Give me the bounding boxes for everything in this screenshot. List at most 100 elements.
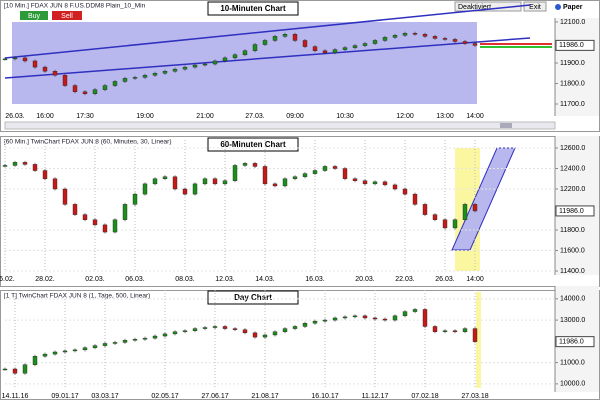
candle — [22, 162, 28, 165]
candle — [282, 34, 288, 37]
order-line — [480, 43, 552, 45]
candle — [212, 326, 218, 328]
last-price-marker — [555, 39, 595, 51]
x-tick-label: 10:30 — [336, 113, 354, 120]
sell-button[interactable] — [52, 11, 82, 20]
candle — [402, 188, 408, 195]
buy-button[interactable] — [20, 11, 48, 20]
candle — [62, 75, 68, 86]
candle — [312, 320, 318, 324]
candle — [162, 176, 168, 179]
candle — [442, 38, 448, 40]
candle — [282, 178, 288, 187]
candle — [472, 43, 478, 46]
candle — [352, 315, 358, 318]
candle — [312, 170, 318, 174]
chart-header: [60 Min.] TwinChart FDAX JUN 8 (60, Minu… — [4, 139, 172, 146]
x-tick-label: 14:00 — [466, 276, 484, 283]
x-tick-label: 14.03. — [255, 276, 275, 283]
candle — [292, 34, 298, 41]
sell-label[interactable]: Sell — [61, 13, 73, 20]
y-tick-label: 12600.0 — [560, 145, 585, 152]
x-tick-label: 19:00 — [136, 113, 154, 120]
candle — [132, 339, 138, 341]
candle — [392, 35, 398, 38]
exit-button[interactable] — [523, 1, 547, 12]
x-tick-label: 20.03. — [355, 276, 375, 283]
y-tick-label: 11700.0 — [560, 101, 585, 108]
candle — [132, 193, 138, 205]
candle — [332, 166, 338, 169]
candle — [212, 178, 218, 185]
candle — [362, 43, 368, 46]
x-tick-label: 27.03. — [245, 113, 265, 120]
x-tick-label: 27.03.18 — [461, 393, 488, 400]
candle — [452, 330, 458, 332]
candle — [332, 49, 338, 53]
candle — [132, 77, 138, 79]
channel-fill — [12, 22, 477, 104]
title-box — [207, 290, 299, 305]
x-tick-label: 16.03. — [305, 276, 325, 283]
last-price-label: 11986.0 — [559, 208, 584, 215]
x-tick-label: 28.02. — [35, 276, 55, 283]
candle — [182, 66, 188, 70]
candle — [12, 57, 18, 60]
candle — [322, 50, 328, 53]
candle — [372, 40, 378, 44]
candle — [342, 316, 348, 319]
candle — [462, 204, 468, 220]
y-tick-label: 11900.0 — [560, 60, 585, 67]
candle — [422, 34, 428, 37]
x-tick-label: 26.03. — [5, 113, 25, 120]
mode-label[interactable]: Deaktiviert — [458, 4, 491, 11]
candle — [162, 333, 168, 337]
candle — [172, 68, 178, 72]
candle — [32, 164, 38, 171]
candle — [12, 162, 18, 166]
buy-label[interactable]: Buy — [28, 13, 41, 20]
scrollbar[interactable] — [4, 121, 556, 130]
highlight — [476, 292, 481, 388]
candle — [432, 214, 438, 220]
candle — [382, 37, 388, 41]
y-tick-label: 12100.0 — [560, 19, 585, 26]
candle — [342, 47, 348, 50]
candle — [202, 63, 208, 66]
order-line — [480, 46, 552, 48]
chart-header: [10 Min.] FDAX JUN 8 F.US.DDM8 Plain_10_… — [4, 3, 146, 10]
y-tick-label: 10000.0 — [560, 381, 585, 388]
candle — [392, 315, 398, 321]
candle — [152, 178, 158, 185]
scroll-thumb[interactable] — [500, 123, 512, 128]
candle — [302, 323, 308, 327]
candle — [442, 330, 448, 332]
candle — [332, 317, 338, 321]
chart-title: 60-Minuten Chart — [220, 140, 286, 149]
candle — [252, 44, 258, 51]
candle — [152, 335, 158, 339]
x-tick-label: 16:00 — [36, 113, 54, 120]
candle — [362, 315, 368, 319]
x-tick-label: 14.11.16 — [2, 393, 29, 400]
candle — [402, 33, 408, 36]
exit-label[interactable]: Exit — [529, 4, 541, 11]
candle — [42, 353, 48, 357]
x-tick-label: 21:00 — [196, 113, 214, 120]
candle — [382, 181, 388, 186]
y-tick-label: 12400.0 — [560, 165, 585, 172]
candle — [252, 163, 258, 167]
candle — [92, 89, 98, 94]
candle — [62, 188, 68, 205]
candle — [282, 328, 288, 332]
candle — [102, 224, 108, 233]
x-tick-label: 09.01.17 — [51, 393, 78, 400]
y-tick-label: 11600.0 — [560, 247, 585, 254]
x-tick-label: 26.02. — [0, 276, 15, 283]
candle — [302, 40, 308, 47]
candle — [322, 166, 328, 171]
y-tick-label: 13000.0 — [560, 317, 585, 324]
x-tick-label: 26.03. — [435, 276, 455, 283]
x-tick-label: 27.06.17 — [201, 393, 228, 400]
